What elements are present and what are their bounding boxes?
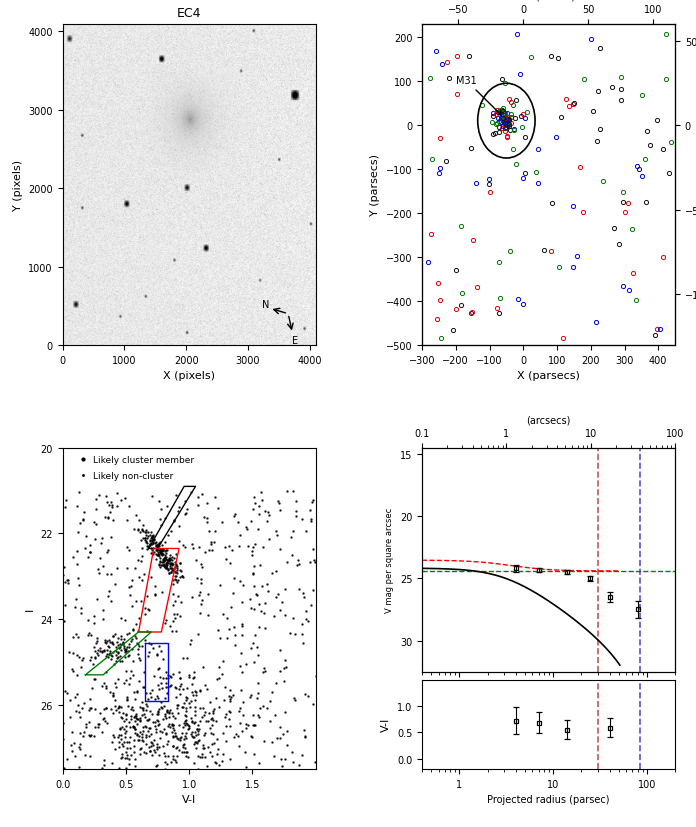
X-axis label: X (parsecs): X (parsecs) <box>517 370 580 381</box>
Y-axis label: V-I: V-I <box>381 717 391 732</box>
Text: N: N <box>262 299 269 309</box>
Title: EC4: EC4 <box>177 7 201 20</box>
X-axis label: Projected radius (parsec): Projected radius (parsec) <box>487 795 610 805</box>
X-axis label: (arcsecs): (arcsecs) <box>526 415 571 425</box>
Y-axis label: I: I <box>25 607 35 610</box>
X-axis label: X (pixels): X (pixels) <box>163 370 215 381</box>
Y-axis label: Y (pixels): Y (pixels) <box>13 160 23 211</box>
Text: M31: M31 <box>456 76 502 117</box>
Y-axis label: V mag per square arcsec: V mag per square arcsec <box>386 508 394 613</box>
X-axis label: X  (arcsec): X (arcsec) <box>523 0 575 2</box>
Text: Likely non-cluster: Likely non-cluster <box>93 471 173 480</box>
Text: Likely cluster member: Likely cluster member <box>93 455 194 464</box>
Text: E: E <box>292 336 298 346</box>
X-axis label: V-I: V-I <box>182 795 196 805</box>
Y-axis label: Y (parsecs): Y (parsecs) <box>370 155 380 216</box>
